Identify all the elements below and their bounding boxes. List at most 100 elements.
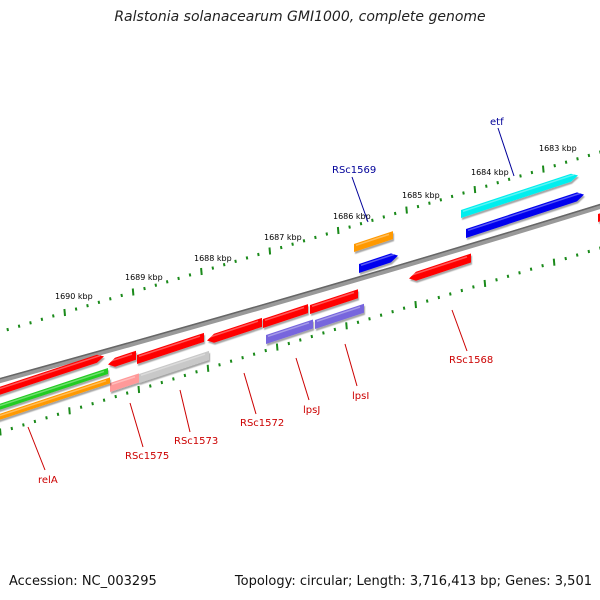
lower-row-tick (68, 407, 71, 415)
gene-label-RSc1568[interactable]: RSc1568 (449, 355, 493, 366)
gene-RSc1575[interactable] (108, 350, 136, 367)
kbp-label-1687: 1687 kbp (264, 233, 302, 242)
gene-etf-cyan-highlight (462, 173, 575, 213)
lower-row-tick (275, 343, 279, 351)
lower-row-tick (264, 348, 267, 353)
gene-label-RSc1575[interactable]: RSc1575 (125, 451, 169, 462)
gene-lpsI-product[interactable] (315, 303, 364, 329)
upper-row-tick (165, 280, 169, 284)
gene-label-RSc1573[interactable]: RSc1573 (174, 436, 218, 447)
gene-RSc1573[interactable] (139, 350, 209, 383)
lower-row-tick (33, 419, 37, 424)
upper-row-tick (439, 198, 443, 202)
lower-row-tick (518, 271, 521, 275)
gene-RSc1568-highlight (410, 256, 468, 277)
gene-RSc1575-product[interactable] (110, 373, 139, 392)
upper-row-tick (553, 164, 556, 168)
lower-row-tick (437, 295, 441, 300)
gene-RSc1568[interactable] (409, 253, 471, 281)
gene-etf-blue[interactable] (466, 192, 584, 238)
lower-row-tick (564, 256, 567, 261)
kbp-label-1690: 1690 kbp (55, 292, 93, 301)
lower-row-tick (449, 292, 452, 296)
gene-lpsI[interactable] (310, 289, 358, 314)
upper-row-tick (507, 177, 511, 181)
gene-label-etf[interactable]: etf (490, 117, 504, 128)
upper-row-tick (40, 317, 44, 321)
lower-row-tick (425, 299, 429, 303)
lower-row-tick (483, 279, 487, 287)
topology-text: Topology: circular; Length: 3,716,413 bp… (234, 574, 592, 589)
gene-label-lpsI[interactable]: lpsI (352, 391, 369, 402)
upper-row-tick (211, 266, 215, 270)
gene-label-RSc1572[interactable]: RSc1572 (240, 418, 284, 429)
lower-row-tick (541, 264, 544, 268)
gene-RSc1569-orange[interactable] (354, 231, 393, 252)
gene-RSc1569-blue-highlight (360, 253, 395, 267)
lower-row-tick (299, 338, 302, 342)
upper-row-tick (63, 308, 66, 317)
upper-row-tick (371, 218, 374, 222)
upper-row-tick (564, 160, 568, 164)
callout-line-RSc1569 (351, 176, 369, 223)
gene-lpsJ[interactable] (263, 304, 308, 328)
kbp-label-1689: 1689 kbp (125, 273, 163, 282)
gene-RSc1572-highlight (208, 320, 259, 339)
gene-etf-cyan[interactable] (461, 173, 578, 218)
upper-row-tick (325, 232, 329, 236)
callout-line-RSc1573 (179, 389, 191, 433)
gene-label-lpsJ[interactable]: lpsJ (303, 405, 320, 416)
callout-line-RSc1575 (129, 402, 144, 448)
lower-row-tick (310, 334, 314, 339)
lower-row-tick (45, 416, 48, 420)
upper-row-tick (279, 245, 283, 250)
upper-row-tick (393, 211, 397, 216)
gene-label-RSc1569[interactable]: RSc1569 (332, 165, 376, 176)
gene-RSc1569-blue[interactable] (359, 253, 398, 273)
lower-row-tick (552, 258, 556, 266)
gene-RSc1575-highlight (109, 353, 133, 363)
gene-lpsJ-product[interactable] (266, 319, 313, 345)
lower-row-tick (114, 394, 117, 399)
upper-row-tick (143, 286, 146, 291)
upper-row-tick (29, 321, 32, 325)
gene-lpsJ-product-highlight (267, 322, 310, 338)
upper-row-tick (74, 307, 78, 311)
upper-row-tick (245, 256, 249, 260)
lower-row-tick (414, 301, 417, 309)
upper-row-tick (530, 170, 534, 175)
upper-row-tick (576, 157, 579, 161)
lower-row-tick (229, 359, 233, 363)
genome-backbone (0, 203, 600, 384)
upper-row-tick (234, 259, 237, 263)
upper-row-tick (86, 304, 89, 308)
upper-row-tick (302, 239, 306, 243)
gene-relA-green[interactable] (0, 368, 108, 411)
gene-RSc1574[interactable] (137, 332, 204, 364)
lower-row-tick (102, 398, 106, 402)
gene-RSc1572[interactable] (207, 317, 262, 343)
gene-RSc1575-product-highlight (111, 376, 136, 386)
upper-row-tick (200, 267, 203, 276)
lower-row-tick (322, 331, 325, 335)
lower-row-tick (241, 356, 244, 360)
kbp-label-1683: 1683 kbp (539, 144, 577, 153)
lower-row-tick (195, 370, 198, 374)
upper-row-tick (473, 186, 477, 194)
callout-line-relA (27, 426, 46, 471)
callout-line-lpsJ (295, 357, 310, 401)
map-title: Ralstonia solanacearum GMI1000, complete… (114, 9, 486, 25)
lower-row-tick (529, 267, 533, 271)
upper-row-tick (6, 327, 9, 332)
gene-relA-orange[interactable] (0, 377, 110, 421)
gene-RSc1574-highlight (138, 335, 201, 358)
callout-line-RSc1568 (451, 309, 468, 352)
upper-row-tick (496, 181, 499, 185)
lower-row-tick (402, 306, 406, 310)
lower-row-tick (218, 363, 221, 367)
gene-label-relA[interactable]: relA (38, 475, 58, 486)
gene-relA-upstream[interactable] (0, 354, 104, 396)
upper-row-tick (17, 324, 21, 328)
lower-row-tick (206, 364, 210, 372)
